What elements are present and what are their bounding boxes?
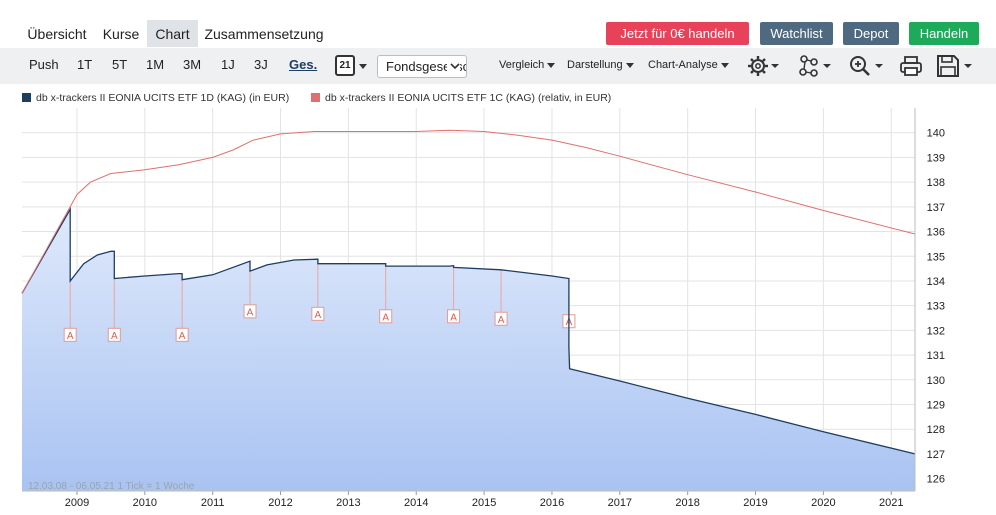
menu-vergleich[interactable]: Vergleich xyxy=(499,59,556,71)
range-1m[interactable]: 1M xyxy=(146,57,165,72)
x-tick-label: 2010 xyxy=(133,497,157,509)
caret-down-icon xyxy=(547,62,556,68)
settings-icon[interactable] xyxy=(747,54,783,83)
event-marker-box xyxy=(379,309,393,324)
event-marker-box xyxy=(311,306,325,321)
x-tick-label: 2019 xyxy=(743,497,767,509)
y-tick-label: 127 xyxy=(927,449,945,461)
series-line-1 xyxy=(21,129,916,294)
x-tick-label: 2009 xyxy=(65,497,89,509)
y-tick-label: 135 xyxy=(927,251,945,263)
y-tick-label: 134 xyxy=(927,276,945,288)
event-marker-label: A xyxy=(315,310,322,321)
y-tick-label: 130 xyxy=(927,375,945,387)
legend-item-1c[interactable]: db x-trackers II EONIA UCITS ETF 1C (KAG… xyxy=(311,92,611,104)
network-icon[interactable] xyxy=(797,54,835,83)
tab-kurse[interactable]: Kurse xyxy=(102,26,140,42)
x-tick-label: 2012 xyxy=(268,497,292,509)
event-marker-label: A xyxy=(498,315,505,326)
event-marker-box xyxy=(494,311,508,326)
range-3j[interactable]: 3J xyxy=(254,57,268,72)
y-tick-label: 139 xyxy=(927,152,945,164)
zoom-in-icon[interactable] xyxy=(848,54,886,83)
event-marker-label: A xyxy=(450,312,457,323)
caret-down-icon xyxy=(625,62,634,68)
menu-chart-analyse[interactable]: Chart-Analyse xyxy=(648,59,729,71)
caret-down-icon xyxy=(720,62,729,68)
x-tick-label: 2013 xyxy=(336,497,360,509)
x-tick-label: 2018 xyxy=(675,497,699,509)
event-marker-box xyxy=(243,304,257,319)
y-tick-label: 133 xyxy=(927,301,945,313)
range-push[interactable]: Push xyxy=(29,57,59,72)
calendar-icon[interactable]: 21 xyxy=(335,55,355,76)
save-icon[interactable] xyxy=(936,54,976,83)
y-tick-label: 137 xyxy=(927,202,945,214)
event-marker-box xyxy=(447,309,461,324)
x-tick-label: 2021 xyxy=(879,497,903,509)
event-marker-box xyxy=(175,327,189,342)
series-line-0 xyxy=(21,206,916,455)
tab-chart[interactable]: Chart xyxy=(147,20,198,47)
y-tick-label: 136 xyxy=(927,227,945,239)
event-marker-box xyxy=(63,327,77,342)
menu-darstellung[interactable]: Darstellung xyxy=(567,59,634,71)
range-3m[interactable]: 3M xyxy=(183,57,202,72)
y-tick-label: 128 xyxy=(927,424,945,436)
print-icon[interactable] xyxy=(899,54,923,83)
event-marker-label: A xyxy=(382,312,389,323)
legend-item-1d[interactable]: db x-trackers II EONIA UCITS ETF 1D (KAG… xyxy=(22,92,289,104)
event-marker-label: A xyxy=(111,331,118,342)
range-1j[interactable]: 1J xyxy=(221,57,235,72)
y-tick-label: 131 xyxy=(927,350,945,362)
event-marker-label: A xyxy=(247,307,254,318)
event-marker-label: A xyxy=(179,331,186,342)
y-tick-label: 138 xyxy=(927,177,945,189)
depot-button[interactable]: Depot xyxy=(843,22,899,45)
tab-zusammensetzung[interactable]: Zusammensetzung xyxy=(204,26,324,42)
fund-company-select[interactable]: Fondsgesellschaft xyxy=(377,55,467,78)
range-gesamt[interactable]: Ges. xyxy=(289,57,318,72)
legend-swatch xyxy=(22,93,31,102)
chevron-down-icon xyxy=(447,56,460,77)
x-tick-label: 2020 xyxy=(811,497,835,509)
y-tick-label: 126 xyxy=(927,474,945,486)
x-tick-label: 2017 xyxy=(608,497,632,509)
legend-swatch xyxy=(311,93,320,102)
x-tick-label: 2016 xyxy=(540,497,564,509)
menu-darstellung-label: Darstellung xyxy=(567,59,623,71)
legend-label: db x-trackers II EONIA UCITS ETF 1D (KAG… xyxy=(36,92,290,104)
event-marker-label: A xyxy=(67,331,74,342)
event-marker-box xyxy=(107,327,121,342)
series-area-0 xyxy=(22,209,915,492)
y-tick-label: 129 xyxy=(927,400,945,412)
menu-vergleich-label: Vergleich xyxy=(499,59,545,71)
trade-free-button[interactable]: Jetzt für 0€ handeln xyxy=(606,22,749,45)
tab-uebersicht[interactable]: Übersicht xyxy=(27,26,87,42)
watchlist-button[interactable]: Watchlist xyxy=(760,22,833,45)
fund-company-select-value: Fondsgesellschaft xyxy=(386,59,466,74)
chart-footnote: 12.03.08 - 06.05.21 1 Tick = 1 Woche xyxy=(28,481,195,492)
y-tick-label: 140 xyxy=(927,128,945,140)
handeln-button[interactable]: Handeln xyxy=(909,22,979,45)
x-tick-label: 2015 xyxy=(472,497,496,509)
range-1t[interactable]: 1T xyxy=(77,57,93,72)
range-5t[interactable]: 5T xyxy=(112,57,128,72)
chart-toolbar: Push 1T 5T 1M 3M 1J 3J Ges. 21 Fondsgese… xyxy=(0,48,996,84)
legend-label: db x-trackers II EONIA UCITS ETF 1C (KAG… xyxy=(325,92,612,104)
x-tick-label: 2011 xyxy=(201,497,225,509)
calendar-caret-icon[interactable] xyxy=(359,64,367,69)
y-tick-label: 132 xyxy=(927,325,945,337)
top-navigation: Übersicht Kurse Chart Zusammensetzung xyxy=(0,20,996,47)
x-tick-label: 2014 xyxy=(404,497,428,509)
menu-chart-analyse-label: Chart-Analyse xyxy=(648,59,718,71)
price-chart[interactable]: A A AA A A A A A 126127128129130131132133134135… xyxy=(0,104,996,515)
